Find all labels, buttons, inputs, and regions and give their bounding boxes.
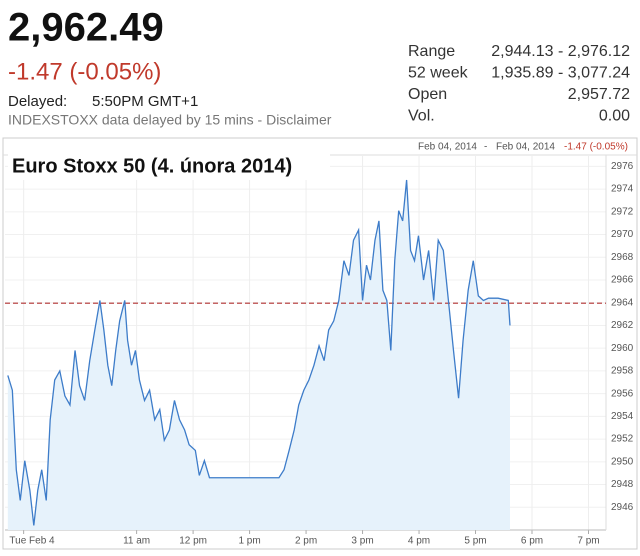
y-tick-label: 2956 [611,388,634,399]
x-tick-label: 7 pm [577,536,599,547]
y-tick-label: 2972 [611,206,634,217]
chart: Feb 04, 2014- Feb 04, 2014 -1.47 (-0.05%) 2… [3,142,637,547]
stat-label: Open [408,86,447,103]
area-fill [7,180,510,530]
change: -1.47 (-0.05%) [8,58,161,85]
stat-value: 2,944.13 - 2,976.12 [491,43,630,60]
y-tick-label: 2964 [611,297,634,308]
y-tick-label: 2950 [611,456,634,467]
x-tick-label: 5 pm [464,536,486,547]
time: 5:50PM GMT+1 [92,93,198,110]
range-range-end: Feb 04, 2014 [496,142,555,153]
stat-label: Range [408,43,455,60]
stats: Range 2,944.13 - 2,976.12 52 week 1,935.89 … [408,43,630,125]
delayed-label: Delayed: [8,93,67,110]
y-tick-label: 2970 [611,229,634,240]
y-tick-label: 2958 [611,366,634,377]
stat-value: 1,935.89 - 3,077.24 [491,65,630,82]
stat-value: 2,957.72 [568,86,630,103]
stat-label: 52 week [408,65,469,82]
price: 2,962.49 [8,6,164,50]
chart-title: Euro Stoxx 50 (4. února 2014) [12,155,292,177]
y-tick-label: 2954 [611,411,634,422]
x-tick-label: Tue Feb 4 [9,536,55,547]
x-tick-label: 1 pm [238,536,260,547]
x-tick-label: 11 am [123,536,150,547]
range-range-change: -1.47 (-0.05%) [564,142,628,153]
note[interactable]: INDEXSTOXX data delayed by 15 mins - Dis… [8,112,332,128]
y-tick-label: 2976 [611,161,634,172]
range-range-separator: - [484,142,487,153]
y-tick-label: 2966 [611,275,634,286]
stat-label: Vol. [408,108,435,125]
y-tick-label: 2948 [611,479,634,490]
y-tick-label: 2974 [611,184,634,195]
x-tick-label: 4 pm [408,536,430,547]
x-tick-label: 12 pm [179,536,207,547]
y-tick-label: 2952 [611,434,634,445]
title-bg [8,152,330,180]
y-tick-label: 2962 [611,320,634,331]
price-line [7,179,511,526]
x-tick-label: 3 pm [351,536,373,547]
y-tick-label: 2946 [611,502,634,513]
x-tick-label: 2 pm [295,536,317,547]
y-tick-label: 2960 [611,343,634,354]
x-tick-label: 6 pm [521,536,543,547]
stat-value: 0.00 [599,108,630,125]
y-tick-label: 2968 [611,252,634,263]
range-range-start: Feb 04, 2014 [418,142,477,153]
